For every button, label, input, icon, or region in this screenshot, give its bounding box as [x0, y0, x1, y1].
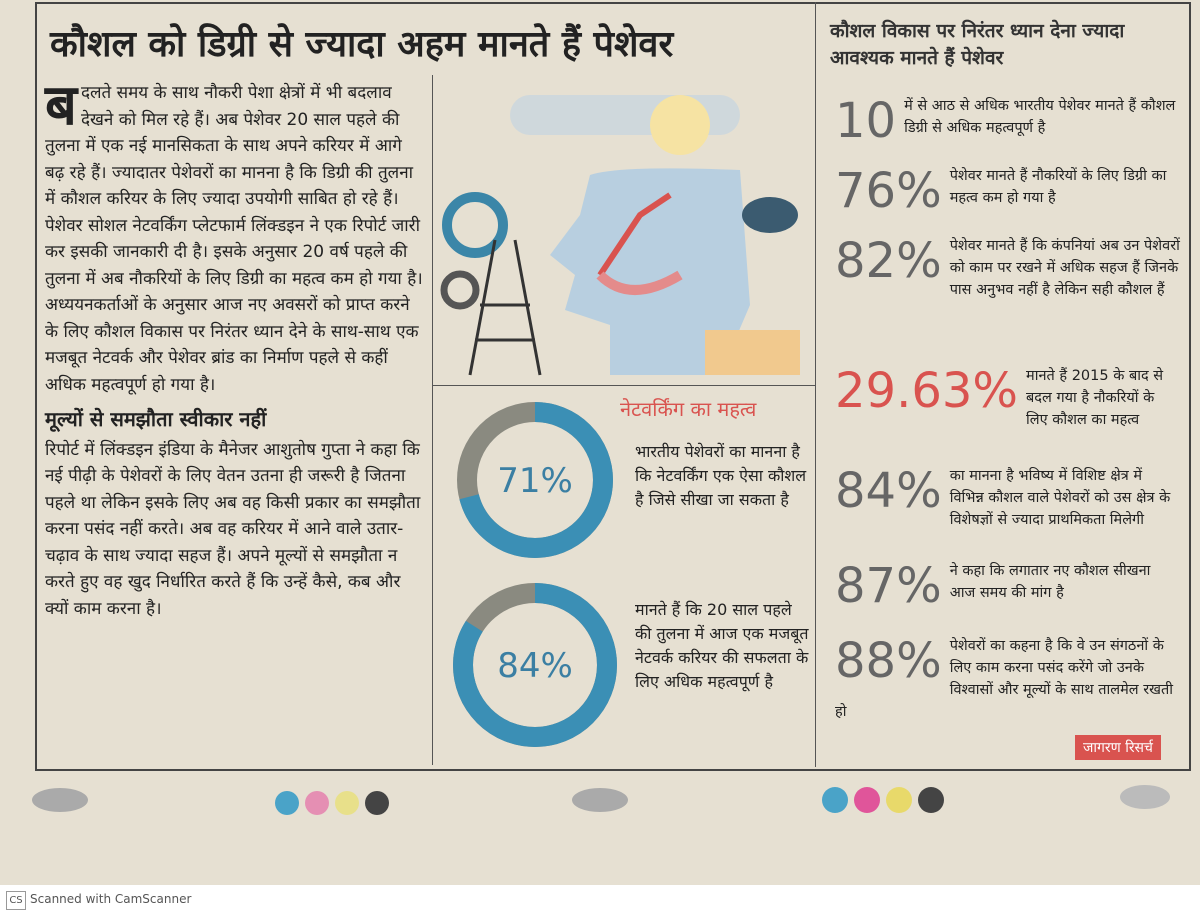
stat-text: पेशेवर मानते हैं नौकरियों के लिए डिग्री … — [949, 168, 1167, 206]
stat: 87% ने कहा कि लगातार नए कौशल सीखना आज समय… — [835, 560, 1180, 612]
scanner-text: Scanned with CamScanner — [30, 892, 192, 906]
article: ब दलते समय के साथ नौकरी पेशा क्षेत्रों मे… — [45, 73, 425, 622]
sidebar-heading: कौशल विकास पर निरंतर ध्यान देना ज्यादा आ… — [830, 20, 1125, 69]
stat-number: 29.63% — [835, 363, 1019, 419]
stat: 88% पेशेवरों का कहना है कि वे उन संगठनों … — [835, 635, 1180, 723]
stat-text: पेशेवर मानते हैं कि कंपनियां अब उन पेशेव… — [949, 238, 1180, 298]
paragraph: दलते समय के साथ नौकरी पेशा क्षेत्रों में… — [45, 83, 423, 395]
stat: 82% पेशेवर मानते हैं कि कंपनियां अब उन पे… — [835, 235, 1180, 301]
donut-arc — [457, 402, 613, 558]
stat-text: पेशेवरों का कहना है कि वे उन संगठनों के … — [835, 638, 1174, 720]
stat: 29.63% मानते हैं 2015 के बाद से बदल गया ह… — [835, 365, 1180, 431]
donut-label: 71% — [497, 461, 573, 501]
print-marks — [32, 785, 1170, 815]
stat-text: ने कहा कि लगातार नए कौशल सीखना आज समय की… — [949, 563, 1151, 601]
stat-number: 76% — [835, 163, 942, 219]
donut-arc — [453, 583, 617, 747]
donut-caption: मानते हैं कि 20 साल पहले की तुलना में आज… — [635, 600, 809, 691]
rule — [432, 75, 433, 765]
stat-number: 88% — [835, 633, 942, 689]
illustration — [440, 95, 800, 376]
credit: जागरण रिसर्च — [1075, 735, 1161, 760]
newspaper: कौशल को डिग्री से ज्यादा अहम मानते हैं प… — [0, 0, 1200, 885]
drop-cap: ब — [45, 73, 77, 138]
donut-charts: 71% 84% — [453, 402, 617, 747]
stat-number: 10 — [835, 93, 897, 149]
section-heading: नेटवर्किंग का महत्व — [620, 397, 757, 421]
stat: 10 में से आठ से अधिक भारतीय पेशेवर मानते … — [835, 95, 1180, 147]
stat-number: 82% — [835, 233, 942, 289]
paragraph: रिपोर्ट में लिंक्डइन इंडिया के मैनेजर आश… — [45, 439, 421, 619]
headline: कौशल को डिग्री से ज्यादा अहम मानते हैं प… — [50, 24, 674, 65]
scanner-icon: CS — [6, 891, 26, 910]
stat-text: में से आठ से अधिक भारतीय पेशेवर मानते है… — [904, 98, 1176, 136]
stat: 84% का मानना है भविष्य में विशिष्ट क्षेत्… — [835, 465, 1180, 531]
footer — [0, 885, 1200, 915]
frame — [35, 2, 1191, 771]
donut-label: 84% — [497, 646, 573, 686]
stat: 76% पेशेवर मानते हैं नौकरियों के लिए डिग्… — [835, 165, 1180, 217]
rule — [432, 385, 815, 386]
stat-text: का मानना है भविष्य में विशिष्ट क्षेत्र म… — [949, 468, 1171, 528]
subheading: मूल्यों से समझौता स्वीकार नहीं — [45, 407, 267, 431]
stat-text: मानते हैं 2015 के बाद से बदल गया है नौकर… — [1026, 368, 1164, 428]
stat-number: 87% — [835, 558, 942, 614]
stat-number: 84% — [835, 463, 942, 519]
donut-caption: भारतीय पेशेवरों का मानना है कि नेटवर्किं… — [635, 442, 807, 509]
rule — [815, 2, 816, 767]
